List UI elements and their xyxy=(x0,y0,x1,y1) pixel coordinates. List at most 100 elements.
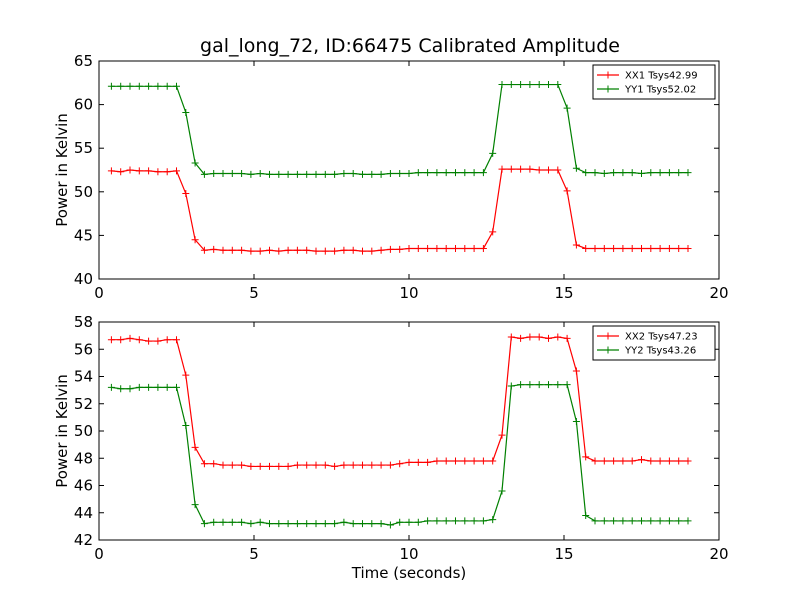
data-point-bottom-0 xyxy=(610,457,618,465)
data-point-top-1 xyxy=(145,82,153,90)
data-point-top-1 xyxy=(442,169,450,177)
data-point-bottom-1 xyxy=(424,517,432,525)
data-point-top-0 xyxy=(368,247,376,255)
data-point-bottom-1 xyxy=(107,383,115,391)
data-point-top-0 xyxy=(535,166,543,174)
data-point-bottom-0 xyxy=(600,457,608,465)
y-tick-label-top: 55 xyxy=(74,139,93,157)
data-point-bottom-1 xyxy=(312,520,320,528)
data-point-bottom-0 xyxy=(498,431,506,439)
data-point-top-0 xyxy=(647,244,655,252)
data-point-top-1 xyxy=(535,81,543,89)
data-point-bottom-0 xyxy=(665,457,673,465)
data-point-bottom-0 xyxy=(228,461,236,469)
data-point-bottom-0 xyxy=(340,461,348,469)
data-point-bottom-1 xyxy=(526,381,534,389)
data-point-bottom-1 xyxy=(154,383,162,391)
data-point-top-1 xyxy=(545,81,552,89)
data-point-top-1 xyxy=(554,81,562,89)
data-point-bottom-1 xyxy=(405,518,413,526)
data-point-bottom-0 xyxy=(396,460,404,468)
y-tick-label-bottom: 46 xyxy=(74,477,93,495)
data-point-bottom-0 xyxy=(359,461,366,469)
data-point-bottom-1 xyxy=(163,383,171,391)
data-point-top-1 xyxy=(405,169,413,177)
data-point-top-0 xyxy=(628,244,636,252)
y-tick-label-top: 50 xyxy=(74,183,93,201)
legend-box-bottom xyxy=(592,325,716,361)
data-point-bottom-0 xyxy=(461,457,469,465)
data-point-top-1 xyxy=(396,169,404,177)
data-point-bottom-1 xyxy=(145,383,153,391)
data-point-top-1 xyxy=(638,169,645,177)
data-point-top-0 xyxy=(600,244,608,252)
data-point-top-1 xyxy=(284,170,292,178)
legend-label-bottom-0: XX2 Tsys47.23 xyxy=(625,332,698,343)
data-point-bottom-1 xyxy=(340,518,348,526)
data-point-bottom-0 xyxy=(182,371,190,379)
data-point-bottom-1 xyxy=(498,487,506,495)
legend-marker-bottom-0 xyxy=(604,332,612,340)
x-tick-label-top: 10 xyxy=(399,284,418,302)
data-point-bottom-1 xyxy=(266,520,273,528)
y-tick-label-bottom: 48 xyxy=(74,449,93,467)
data-point-top-0 xyxy=(414,244,422,252)
data-point-top-1 xyxy=(498,81,506,89)
data-point-bottom-1 xyxy=(414,518,422,526)
data-point-bottom-1 xyxy=(517,381,525,389)
data-point-bottom-0 xyxy=(442,457,450,465)
data-point-top-0 xyxy=(656,244,664,252)
x-tick-label-bottom: 10 xyxy=(399,545,418,563)
data-point-top-0 xyxy=(572,241,580,249)
data-point-top-1 xyxy=(135,82,143,90)
data-point-top-0 xyxy=(554,166,562,174)
data-point-top-1 xyxy=(563,104,571,112)
data-point-top-0 xyxy=(247,247,255,255)
data-point-top-0 xyxy=(191,236,199,244)
data-point-top-0 xyxy=(396,245,404,253)
data-point-top-1 xyxy=(303,170,311,178)
data-point-bottom-1 xyxy=(126,385,134,393)
data-point-bottom-1 xyxy=(572,417,580,425)
data-point-bottom-0 xyxy=(526,333,534,341)
data-point-bottom-0 xyxy=(591,457,599,465)
data-point-bottom-0 xyxy=(554,333,562,341)
data-point-top-0 xyxy=(489,228,497,236)
data-point-bottom-1 xyxy=(507,382,515,390)
data-point-top-1 xyxy=(321,170,329,178)
x-tick-label-top: 5 xyxy=(249,284,259,302)
data-point-top-0 xyxy=(303,246,311,254)
data-point-bottom-0 xyxy=(219,461,227,469)
y-tick-label-bottom: 42 xyxy=(74,531,93,549)
data-point-bottom-0 xyxy=(386,461,394,469)
data-point-bottom-1 xyxy=(359,520,366,528)
legend-label-top-1: YY1 Tsys52.02 xyxy=(624,85,696,96)
data-point-bottom-0 xyxy=(247,462,255,470)
data-point-top-0 xyxy=(331,247,339,255)
data-point-top-0 xyxy=(470,244,478,252)
data-point-top-1 xyxy=(526,81,534,89)
data-point-top-1 xyxy=(126,82,134,90)
plot-panel-bottom: 0 5 10 15 20 42 44 46 48 50 52 54 56 58 Power in Kelvi… xyxy=(53,313,729,582)
data-point-top-0 xyxy=(517,165,525,173)
data-point-top-0 xyxy=(321,247,329,255)
data-point-top-1 xyxy=(414,169,422,177)
data-point-bottom-1 xyxy=(210,518,218,526)
data-point-top-0 xyxy=(582,244,590,252)
data-point-top-0 xyxy=(266,246,273,254)
data-point-bottom-1 xyxy=(638,517,645,525)
data-point-bottom-0 xyxy=(507,333,515,341)
data-point-bottom-1 xyxy=(610,517,618,525)
y-tick-label-bottom: 54 xyxy=(74,368,93,386)
data-point-bottom-0 xyxy=(619,457,627,465)
data-point-top-0 xyxy=(442,244,450,252)
legend-marker-top-0 xyxy=(604,71,612,79)
data-point-top-0 xyxy=(638,244,645,252)
data-point-top-0 xyxy=(359,247,366,255)
data-point-top-0 xyxy=(498,165,506,173)
data-point-bottom-1 xyxy=(628,517,636,525)
data-point-top-1 xyxy=(461,169,469,177)
data-point-bottom-0 xyxy=(582,453,590,461)
data-point-top-0 xyxy=(424,244,432,252)
